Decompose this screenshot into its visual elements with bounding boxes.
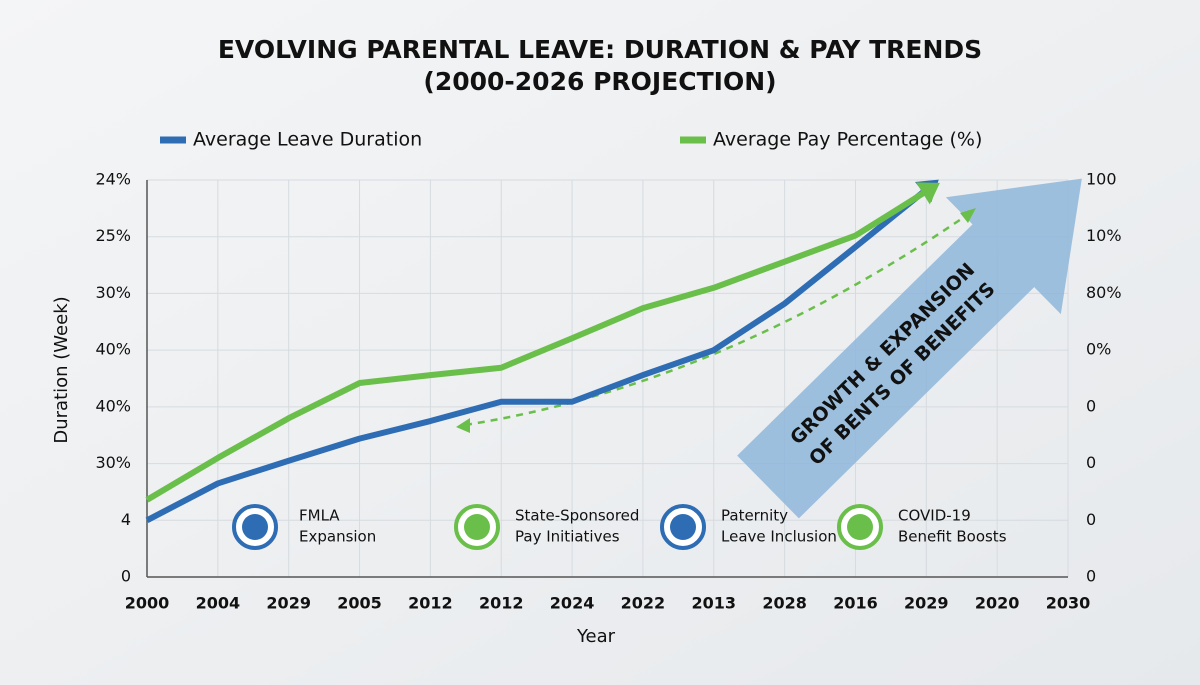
x-tick-label: 2005 bbox=[337, 594, 382, 613]
legend-label: Average Leave Duration bbox=[193, 129, 422, 151]
y2-tick-label: 100 bbox=[1086, 170, 1117, 189]
milestone-label: Pay Initiatives bbox=[515, 528, 620, 546]
y-tick-label: 40% bbox=[95, 340, 131, 359]
y-tick-label: 25% bbox=[95, 226, 131, 245]
y-tick-label: 0 bbox=[121, 567, 131, 586]
milestone-icon-inner bbox=[242, 514, 268, 540]
y2-tick-label: 0 bbox=[1086, 567, 1096, 586]
milestone-label: COVID-19 bbox=[898, 507, 971, 525]
y-tick-label: 24% bbox=[95, 170, 131, 189]
milestone-label: Leave Inclusion bbox=[721, 528, 837, 546]
chart-title: EVOLVING PARENTAL LEAVE: DURATION & PAY … bbox=[218, 35, 982, 64]
milestone-label: FMLA bbox=[299, 507, 340, 525]
x-tick-label: 2029 bbox=[904, 594, 949, 613]
milestone-label: Expansion bbox=[299, 528, 376, 546]
x-tick-label: 2028 bbox=[762, 594, 807, 613]
trend-arrow bbox=[464, 211, 971, 427]
milestone-label: Paternity bbox=[721, 507, 788, 525]
milestone-icon-inner bbox=[464, 514, 490, 540]
y2-tick-label: 80% bbox=[1086, 283, 1122, 302]
x-tick-label: 2022 bbox=[621, 594, 666, 613]
x-tick-label: 2012 bbox=[408, 594, 453, 613]
y2-tick-label: 0 bbox=[1086, 453, 1096, 472]
x-axis-label: Year bbox=[576, 626, 616, 647]
y2-tick-label: 10% bbox=[1086, 226, 1122, 245]
x-tick-label: 2016 bbox=[833, 594, 878, 613]
x-tick-label: 2013 bbox=[692, 594, 737, 613]
x-tick-label: 2012 bbox=[479, 594, 524, 613]
legend-label: Average Pay Percentage (%) bbox=[713, 129, 982, 151]
x-tick-label: 2029 bbox=[266, 594, 311, 613]
data-line bbox=[145, 188, 928, 503]
milestone-label: State-Sponsored bbox=[515, 507, 639, 525]
arrow-shape bbox=[737, 178, 1082, 519]
milestone-icon-inner bbox=[670, 514, 696, 540]
y2-tick-label: 0 bbox=[1086, 510, 1096, 529]
data-line bbox=[145, 187, 929, 523]
x-tick-label: 2004 bbox=[196, 594, 241, 613]
x-tick-label: 2024 bbox=[550, 594, 595, 613]
milestone-label: Benefit Boosts bbox=[898, 528, 1007, 546]
x-tick-label: 2000 bbox=[125, 594, 170, 613]
arrow-head bbox=[960, 208, 976, 223]
milestone-icon-inner bbox=[847, 514, 873, 540]
y-tick-label: 30% bbox=[95, 283, 131, 302]
x-tick-label: 2020 bbox=[975, 594, 1020, 613]
y-axis-label: Duration (Week) bbox=[51, 296, 72, 443]
x-tick-label: 2030 bbox=[1046, 594, 1091, 613]
y-tick-label: 40% bbox=[95, 396, 131, 415]
y2-tick-label: 0% bbox=[1086, 340, 1111, 359]
y-tick-label: 30% bbox=[95, 453, 131, 472]
chart-title: (2000-2026 PROJECTION) bbox=[423, 67, 776, 96]
y2-tick-label: 0 bbox=[1086, 396, 1096, 415]
arrow-head bbox=[456, 418, 470, 433]
line-arrowhead bbox=[916, 182, 940, 205]
y-tick-label: 4 bbox=[121, 510, 131, 529]
